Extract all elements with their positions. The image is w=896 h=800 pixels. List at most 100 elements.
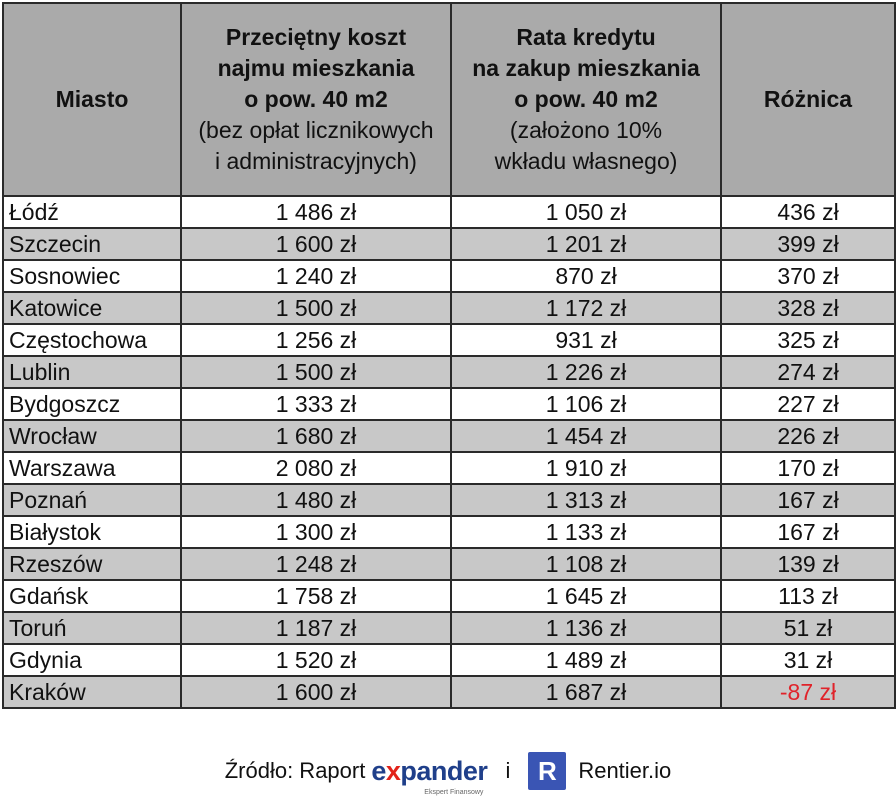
cell-diff: 167 zł [720,483,896,517]
cell-loan: 1 050 zł [450,195,722,229]
header-city-label: Miasto [55,86,129,112]
cell-diff: 274 zł [720,355,896,389]
table-row: Lublin 1 500 zł 1 226 zł 274 zł [2,355,896,389]
header-loan: Rata kredytu na zakup mieszkania o pow. … [450,2,722,197]
header-rent: Przeciętny koszt najmu mieszkania o pow.… [180,2,452,197]
cell-diff: 325 zł [720,323,896,357]
source-separator: i [505,758,511,783]
expander-logo-rest: pander [400,755,488,786]
header-city: Miasto [2,2,182,197]
cell-diff: 328 zł [720,291,896,325]
table-row: Gdańsk 1 758 zł 1 645 zł 113 zł [2,579,896,613]
cell-diff: -87 zł [720,675,896,709]
table-row: Toruń 1 187 zł 1 136 zł 51 zł [2,611,896,645]
cell-city: Toruń [2,611,182,645]
header-row: Miasto Przeciętny koszt najmu mieszkania… [2,2,896,197]
expander-logo: expander Ekspert Finansowy [371,755,488,796]
cell-rent: 1 758 zł [180,579,452,613]
cell-diff: 139 zł [720,547,896,581]
table-row: Szczecin 1 600 zł 1 201 zł 399 zł [2,227,896,261]
header-rent-note-1: (bez opłat licznikowych [198,117,434,143]
cell-diff: 31 zł [720,643,896,677]
cell-rent: 1 248 zł [180,547,452,581]
cell-city: Sosnowiec [2,259,182,293]
source-label: Źródło: Raport [224,758,366,783]
cell-loan: 1 172 zł [450,291,722,325]
table-row: Wrocław 1 680 zł 1 454 zł 226 zł [2,419,896,453]
cell-diff: 370 zł [720,259,896,293]
cell-loan: 931 zł [450,323,722,357]
cell-city: Szczecin [2,227,182,261]
table-row: Warszawa 2 080 zł 1 910 zł 170 zł [2,451,896,485]
table-row: Rzeszów 1 248 zł 1 108 zł 139 zł [2,547,896,581]
cell-rent: 1 480 zł [180,483,452,517]
comparison-table: Miasto Przeciętny koszt najmu mieszkania… [2,2,896,709]
cell-rent: 1 500 zł [180,355,452,389]
cell-rent: 2 080 zł [180,451,452,485]
cell-city: Bydgoszcz [2,387,182,421]
cell-city: Lublin [2,355,182,389]
cell-diff: 436 zł [720,195,896,229]
rentier-logo-icon: R [528,752,567,790]
table-row: Sosnowiec 1 240 zł 870 zł 370 zł [2,259,896,293]
cell-city: Gdańsk [2,579,182,613]
header-loan-line-2: na zakup mieszkania [472,55,700,81]
cell-loan: 1 133 zł [450,515,722,549]
header-loan-note-2: wkładu własnego) [494,148,678,174]
table-row: Gdynia 1 520 zł 1 489 zł 31 zł [2,643,896,677]
expander-logo-prefix: e [371,755,386,786]
cell-rent: 1 240 zł [180,259,452,293]
table-row: Częstochowa 1 256 zł 931 zł 325 zł [2,323,896,357]
table-row: Łódź 1 486 zł 1 050 zł 436 zł [2,195,896,229]
header-rent-line-1: Przeciętny koszt [225,24,407,50]
cell-diff: 227 zł [720,387,896,421]
cell-rent: 1 680 zł [180,419,452,453]
table-row: Katowice 1 500 zł 1 172 zł 328 zł [2,291,896,325]
table-row: Poznań 1 480 zł 1 313 zł 167 zł [2,483,896,517]
cell-city: Kraków [2,675,182,709]
cell-rent: 1 486 zł [180,195,452,229]
header-diff: Różnica [720,2,896,197]
header-loan-note-1: (założono 10% [509,117,663,143]
table-body: Łódź 1 486 zł 1 050 zł 436 zł Szczecin 1 600 … [2,195,896,709]
cell-loan: 1 313 zł [450,483,722,517]
header-rent-note-2: i administracyjnych) [215,148,417,174]
table-row: Bydgoszcz 1 333 zł 1 106 zł 227 zł [2,387,896,421]
cell-loan: 1 645 zł [450,579,722,613]
cell-loan: 870 zł [450,259,722,293]
cell-loan: 1 226 zł [450,355,722,389]
cell-city: Gdynia [2,643,182,677]
cell-rent: 1 600 zł [180,675,452,709]
expander-logo-x: x [385,755,401,786]
cell-loan: 1 201 zł [450,227,722,261]
cell-loan: 1 489 zł [450,643,722,677]
cell-city: Częstochowa [2,323,182,357]
cell-diff: 113 zł [720,579,896,613]
header-diff-label: Różnica [763,86,853,112]
cell-loan: 1 108 zł [450,547,722,581]
cell-rent: 1 500 zł [180,291,452,325]
header-rent-line-2: najmu mieszkania [217,55,415,81]
expander-tagline: Ekspert Finansowy [424,788,484,796]
cell-loan: 1 687 zł [450,675,722,709]
cell-diff: 51 zł [720,611,896,645]
cell-city: Rzeszów [2,547,182,581]
cell-rent: 1 600 zł [180,227,452,261]
cell-diff: 399 zł [720,227,896,261]
cell-city: Katowice [2,291,182,325]
cell-city: Łódź [2,195,182,229]
cell-rent: 1 520 zł [180,643,452,677]
source-line: Źródło: Raport expander Ekspert Finansowy… [0,748,896,796]
cell-loan: 1 454 zł [450,419,722,453]
cell-rent: 1 333 zł [180,387,452,421]
cell-rent: 1 187 zł [180,611,452,645]
cell-loan: 1 136 zł [450,611,722,645]
cell-diff: 226 zł [720,419,896,453]
cell-rent: 1 300 zł [180,515,452,549]
table-row: Białystok 1 300 zł 1 133 zł 167 zł [2,515,896,549]
cell-city: Białystok [2,515,182,549]
cell-diff: 170 zł [720,451,896,485]
cell-loan: 1 106 zł [450,387,722,421]
header-loan-line-3: o pow. 40 m2 [514,86,658,112]
